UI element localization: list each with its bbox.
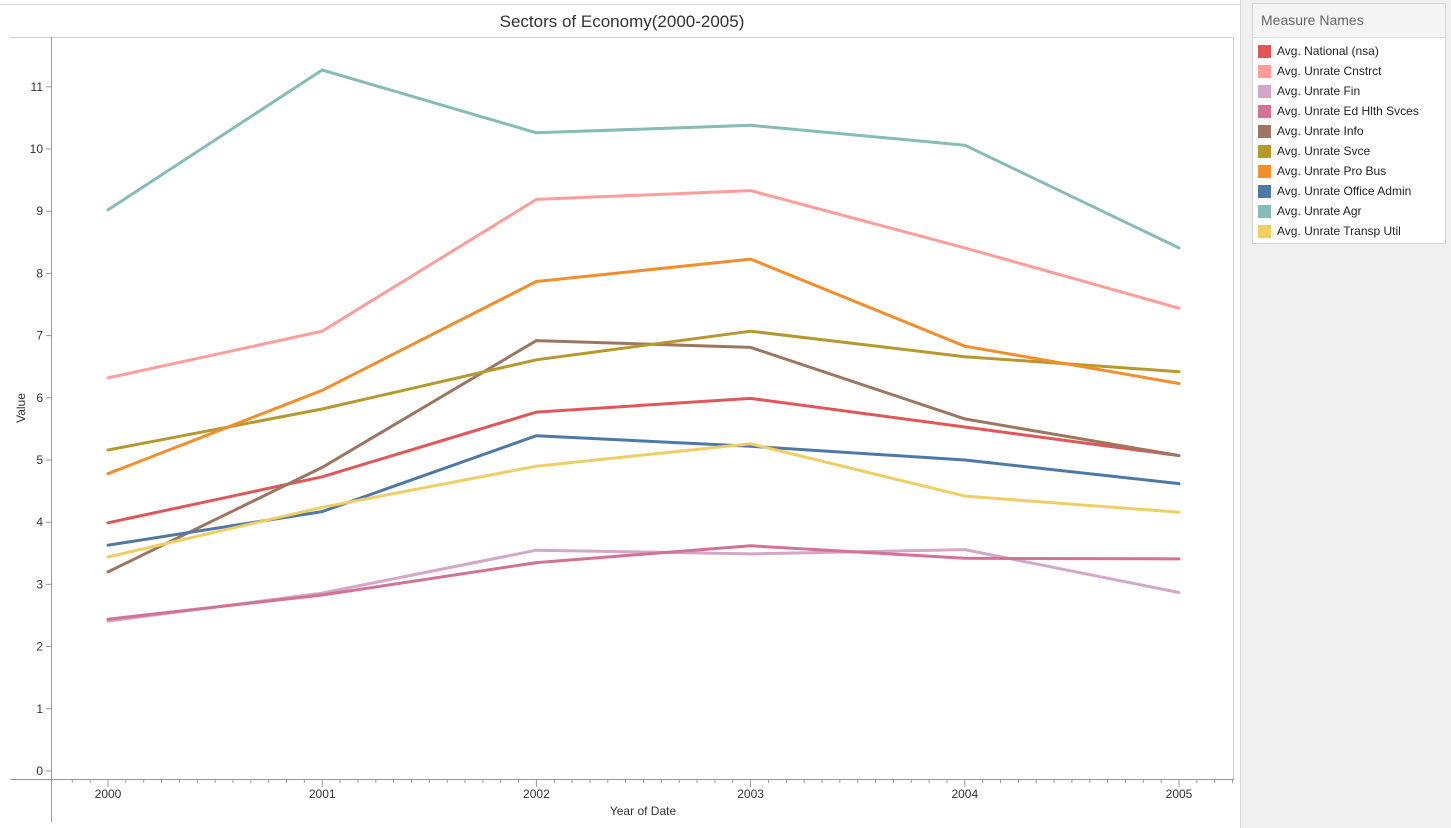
legend-item[interactable]: Avg. Unrate Pro Bus <box>1253 161 1445 181</box>
series-line-3 <box>106 548 1181 623</box>
legend-label: Avg. Unrate Office Admin <box>1277 184 1412 198</box>
series-lines <box>106 68 1181 623</box>
x-tick-label: 2003 <box>737 787 764 801</box>
legend-item[interactable]: Avg. Unrate Office Admin <box>1253 181 1445 201</box>
series-line-10 <box>106 442 1181 559</box>
y-tick-label: 7 <box>36 329 43 343</box>
y-tick-label: 2 <box>36 640 43 654</box>
legend-label: Avg. Unrate Info <box>1277 124 1364 138</box>
legend-swatch <box>1258 204 1271 218</box>
legend-label: Avg. Unrate Agr <box>1277 204 1362 218</box>
legend-item[interactable]: Avg. Unrate Transp Util <box>1253 221 1445 241</box>
x-tick-label: 2002 <box>523 787 550 801</box>
legend-label: Avg. Unrate Cnstrct <box>1277 64 1382 78</box>
y-axis: 0 1 2 3 4 5 6 7 8 9 10 11 <box>30 80 51 778</box>
legend-label: Avg. Unrate Ed Hlth Svces <box>1277 104 1419 118</box>
x-tick-label: 2000 <box>95 787 122 801</box>
legend-swatch <box>1258 124 1271 138</box>
series-line-8 <box>106 434 1181 547</box>
legend-label: Avg. Unrate Pro Bus <box>1277 164 1387 178</box>
legend-item[interactable]: Avg. Unrate Cnstrct <box>1253 61 1445 81</box>
x-tick-label: 2004 <box>951 787 978 801</box>
legend-swatch <box>1258 224 1271 238</box>
legend-swatch <box>1258 184 1271 198</box>
legend-label: Avg. National (nsa) <box>1277 44 1379 58</box>
legend-swatch <box>1258 84 1271 98</box>
series-line-1 <box>106 396 1181 525</box>
legend[interactable]: Measure Names Avg. National (nsa) Avg. Un… <box>1252 3 1446 244</box>
legend-item[interactable]: Avg. Unrate Agr <box>1253 201 1445 221</box>
x-tick-label: 2005 <box>1166 787 1193 801</box>
x-axis: 2000 2001 2002 2003 2004 2005 <box>71 779 1234 801</box>
series-line-4 <box>106 544 1181 621</box>
y-tick-label: 9 <box>36 204 43 218</box>
legend-item[interactable]: Avg. Unrate Svce <box>1253 141 1445 161</box>
series-line-2 <box>106 189 1181 380</box>
y-tick-label: 5 <box>36 453 43 467</box>
y-tick-label: 3 <box>36 577 43 591</box>
legend-item[interactable]: Avg. National (nsa) <box>1253 41 1445 61</box>
legend-swatch <box>1258 104 1271 118</box>
legend-swatch <box>1258 64 1271 78</box>
line-chart: Sectors of Economy(2000-2005) 0 1 2 3 4 5 6 7 8 9… <box>0 4 1240 822</box>
legend-item[interactable]: Avg. Unrate Fin <box>1253 81 1445 101</box>
legend-items: Avg. National (nsa) Avg. Unrate Cnstrct Av… <box>1253 38 1445 243</box>
series-line-9 <box>106 68 1181 250</box>
y-tick-label: 1 <box>36 702 43 716</box>
y-axis-label: Value <box>14 393 28 423</box>
right-panel: Measure Names Avg. National (nsa) Avg. Un… <box>1240 0 1451 828</box>
chart-title: Sectors of Economy(2000-2005) <box>500 12 745 31</box>
legend-label: Avg. Unrate Svce <box>1277 144 1371 158</box>
chart-area: Sectors of Economy(2000-2005) 0 1 2 3 4 5 6 7 8 9… <box>0 4 1240 822</box>
legend-swatch <box>1258 164 1271 178</box>
legend-item[interactable]: Avg. Unrate Info <box>1253 121 1445 141</box>
legend-label: Avg. Unrate Fin <box>1277 84 1361 98</box>
legend-swatch <box>1258 44 1271 58</box>
legend-swatch <box>1258 144 1271 158</box>
legend-title: Measure Names <box>1253 4 1445 38</box>
y-tick-label: 8 <box>36 266 43 280</box>
y-tick-label: 0 <box>36 764 43 778</box>
legend-label: Avg. Unrate Transp Util <box>1277 224 1401 238</box>
series-line-6 <box>106 329 1181 452</box>
y-tick-label: 4 <box>36 515 43 529</box>
x-axis-label: Year of Date <box>610 804 677 818</box>
legend-item[interactable]: Avg. Unrate Ed Hlth Svces <box>1253 101 1445 121</box>
series-line-7 <box>106 257 1181 476</box>
y-tick-label: 11 <box>31 80 44 94</box>
y-tick-label: 6 <box>36 391 43 405</box>
x-tick-label: 2001 <box>309 787 336 801</box>
y-tick-label: 10 <box>30 142 44 156</box>
